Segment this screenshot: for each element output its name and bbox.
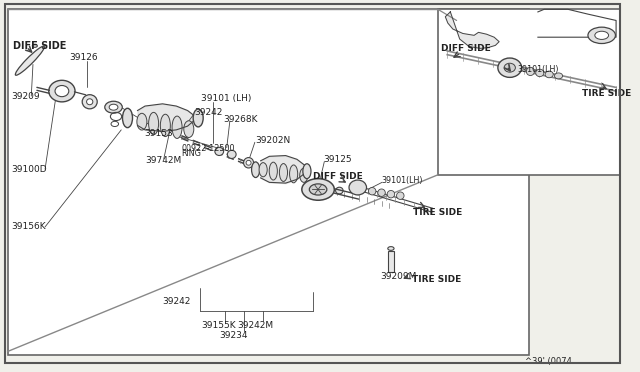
Ellipse shape [349, 180, 367, 195]
Text: 39156K: 39156K [12, 222, 46, 231]
Ellipse shape [172, 116, 182, 138]
Ellipse shape [498, 58, 522, 77]
Ellipse shape [335, 187, 343, 194]
Text: 39101(LH): 39101(LH) [381, 176, 423, 185]
Ellipse shape [554, 73, 563, 79]
Ellipse shape [526, 67, 534, 76]
Ellipse shape [161, 114, 170, 137]
Ellipse shape [82, 95, 97, 109]
Text: 39742M: 39742M [145, 156, 181, 165]
Ellipse shape [378, 189, 385, 196]
Text: 39101(LH): 39101(LH) [518, 65, 559, 74]
Circle shape [588, 27, 616, 44]
Ellipse shape [244, 158, 253, 168]
Bar [438, 9, 620, 175]
Circle shape [388, 247, 394, 250]
Ellipse shape [397, 192, 404, 199]
Ellipse shape [369, 187, 376, 195]
Circle shape [33, 44, 37, 47]
Circle shape [595, 31, 609, 39]
Text: ^39' (0074: ^39' (0074 [525, 357, 572, 366]
Text: 39209: 39209 [12, 92, 40, 100]
Ellipse shape [300, 168, 308, 182]
Text: 39125: 39125 [323, 155, 352, 164]
Text: 39268K: 39268K [223, 115, 258, 124]
Ellipse shape [122, 108, 132, 128]
Ellipse shape [303, 164, 311, 179]
Ellipse shape [545, 71, 553, 78]
Text: 39101 (LH): 39101 (LH) [200, 94, 251, 103]
Text: 39126: 39126 [70, 53, 99, 62]
Ellipse shape [148, 112, 159, 135]
Ellipse shape [252, 162, 260, 177]
Ellipse shape [215, 147, 223, 155]
Bar [8, 9, 529, 355]
Text: 39242M: 39242M [237, 321, 274, 330]
Text: 39242: 39242 [163, 297, 191, 306]
Ellipse shape [387, 190, 395, 198]
Ellipse shape [109, 104, 118, 110]
Text: 39234: 39234 [219, 331, 248, 340]
Ellipse shape [269, 162, 277, 180]
Ellipse shape [246, 160, 251, 165]
Text: 39242: 39242 [194, 108, 222, 117]
Ellipse shape [15, 46, 44, 75]
Text: TIRE SIDE: TIRE SIDE [412, 275, 461, 284]
Text: 39155K: 39155K [202, 321, 236, 330]
Ellipse shape [280, 164, 287, 182]
Ellipse shape [302, 179, 334, 200]
Ellipse shape [193, 109, 203, 127]
Ellipse shape [259, 163, 268, 177]
Ellipse shape [55, 86, 68, 97]
Ellipse shape [309, 184, 327, 195]
Text: DIFF SIDE: DIFF SIDE [441, 44, 491, 53]
Bar [388, 251, 394, 272]
Ellipse shape [289, 165, 298, 183]
Text: DIFF SIDE: DIFF SIDE [313, 172, 362, 181]
Text: TIRE SIDE: TIRE SIDE [582, 89, 631, 98]
Ellipse shape [184, 121, 194, 138]
Ellipse shape [504, 63, 515, 72]
Text: 39153: 39153 [144, 129, 173, 138]
Text: 39209M: 39209M [380, 272, 417, 281]
Ellipse shape [49, 80, 75, 102]
Ellipse shape [105, 101, 122, 113]
Text: 39202N: 39202N [255, 136, 290, 145]
Ellipse shape [227, 150, 236, 158]
Polygon shape [445, 12, 499, 48]
Ellipse shape [137, 113, 147, 130]
Ellipse shape [86, 99, 93, 105]
Text: TIRE SIDE: TIRE SIDE [413, 208, 462, 217]
Text: 00922-12500: 00922-12500 [181, 144, 235, 153]
Text: DIFF SIDE: DIFF SIDE [13, 41, 66, 51]
Text: 39100D: 39100D [12, 165, 47, 174]
Ellipse shape [536, 69, 544, 77]
Text: RING: RING [181, 149, 201, 158]
